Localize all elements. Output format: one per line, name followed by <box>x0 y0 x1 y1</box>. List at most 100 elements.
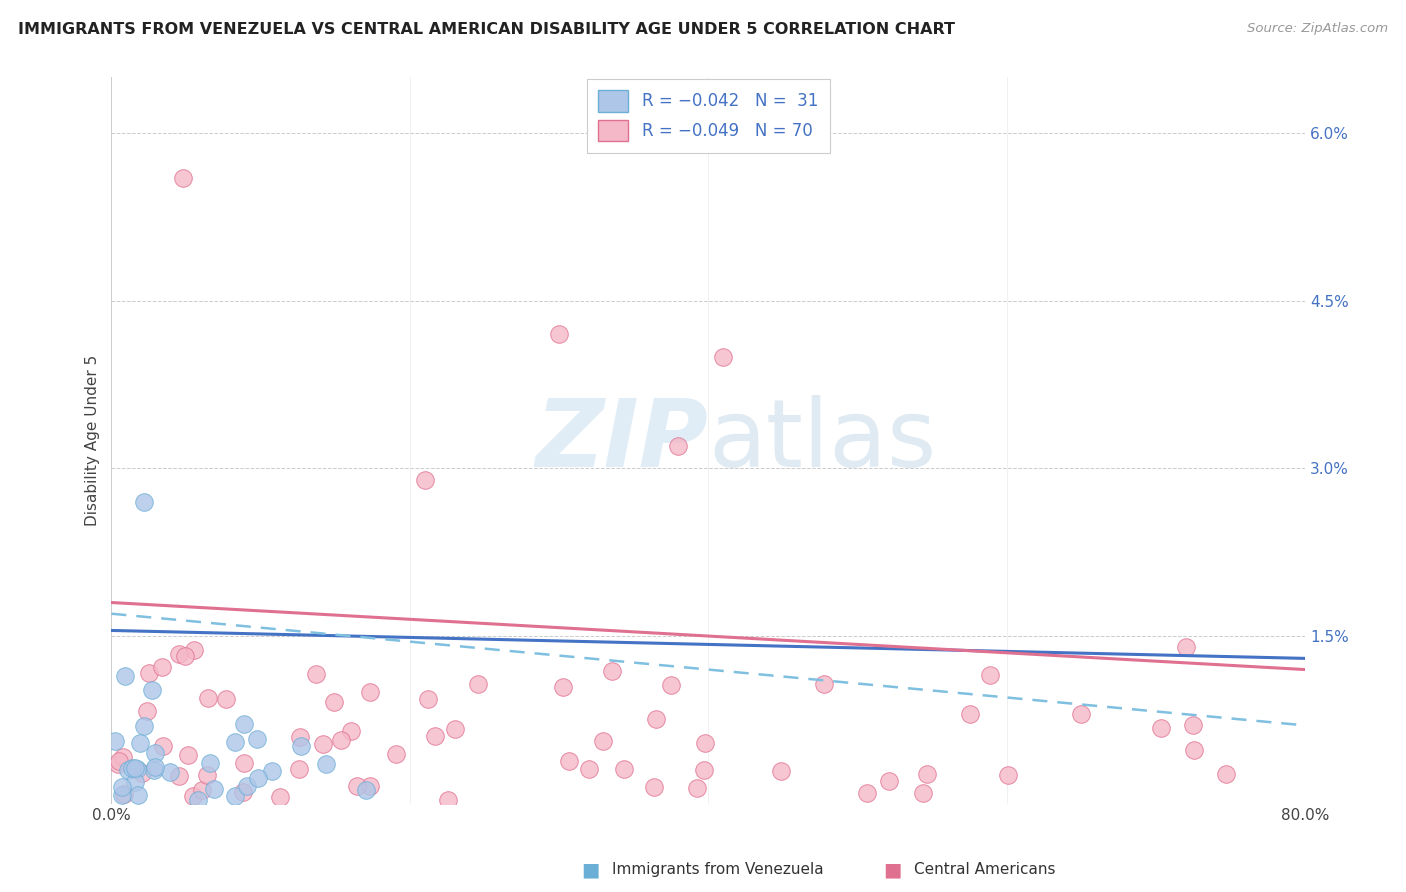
Point <box>1070 707 1092 722</box>
Point <box>693 763 716 777</box>
Point <box>114 669 136 683</box>
Point <box>246 731 269 746</box>
Point <box>912 786 935 800</box>
Point <box>997 768 1019 782</box>
Point <box>311 737 333 751</box>
Point <box>143 747 166 761</box>
Text: Central Americans: Central Americans <box>914 863 1056 877</box>
Point <box>191 783 214 797</box>
Point <box>322 695 344 709</box>
Point <box>315 757 337 772</box>
Point <box>107 754 129 768</box>
Point <box>246 771 269 785</box>
Point <box>1150 721 1173 735</box>
Point <box>668 439 690 453</box>
Point <box>613 762 636 776</box>
Point <box>124 761 146 775</box>
Text: IMMIGRANTS FROM VENEZUELA VS CENTRAL AMERICAN DISABILITY AGE UNDER 5 CORRELATION: IMMIGRANTS FROM VENEZUELA VS CENTRAL AME… <box>18 22 955 37</box>
Text: ZIP: ZIP <box>536 394 709 486</box>
Point <box>287 762 309 776</box>
Point <box>134 495 156 509</box>
Point <box>145 760 167 774</box>
Point <box>141 683 163 698</box>
Point <box>202 782 225 797</box>
Point <box>813 677 835 691</box>
Point <box>107 756 129 771</box>
Point <box>548 327 571 342</box>
Text: ■: ■ <box>581 860 600 880</box>
Point <box>346 779 368 793</box>
Point <box>553 680 575 694</box>
Point <box>131 765 153 780</box>
Point <box>111 789 134 803</box>
Point <box>172 171 194 186</box>
Point <box>112 787 135 801</box>
Point <box>121 761 143 775</box>
Point <box>236 780 259 794</box>
Point <box>329 732 352 747</box>
Point <box>592 734 614 748</box>
Point <box>711 350 734 364</box>
Point <box>111 780 134 795</box>
Point <box>359 780 381 794</box>
Point <box>557 754 579 768</box>
Text: ■: ■ <box>883 860 903 880</box>
Point <box>877 773 900 788</box>
Point <box>197 691 219 706</box>
Legend: R = −0.042   N =  31, R = −0.049   N = 70: R = −0.042 N = 31, R = −0.049 N = 70 <box>586 78 830 153</box>
Point <box>215 692 238 706</box>
Point <box>423 729 446 743</box>
Point <box>167 648 190 662</box>
Point <box>855 786 877 800</box>
Point <box>418 692 440 706</box>
Point <box>290 739 312 754</box>
Point <box>467 676 489 690</box>
Point <box>174 648 197 663</box>
Point <box>117 764 139 778</box>
Point <box>979 668 1001 682</box>
Point <box>659 678 682 692</box>
Point <box>124 775 146 789</box>
Point <box>578 762 600 776</box>
Point <box>354 782 377 797</box>
Point <box>198 756 221 770</box>
Point <box>159 765 181 780</box>
Point <box>152 739 174 753</box>
Point <box>915 767 938 781</box>
Point <box>129 736 152 750</box>
Text: Immigrants from Venezuela: Immigrants from Venezuela <box>612 863 824 877</box>
Point <box>232 785 254 799</box>
Point <box>643 780 665 795</box>
Point <box>224 789 246 803</box>
Point <box>686 781 709 796</box>
Point <box>360 685 382 699</box>
Point <box>136 704 159 718</box>
Point <box>127 789 149 803</box>
Point <box>1182 717 1205 731</box>
Point <box>959 706 981 721</box>
Point <box>138 665 160 680</box>
Point <box>1174 640 1197 655</box>
Point <box>340 724 363 739</box>
Point <box>125 762 148 776</box>
Point <box>600 664 623 678</box>
Point <box>305 667 328 681</box>
Point <box>288 731 311 745</box>
Point <box>413 473 436 487</box>
Point <box>181 789 204 804</box>
Point <box>187 793 209 807</box>
Point <box>177 747 200 762</box>
Text: Source: ZipAtlas.com: Source: ZipAtlas.com <box>1247 22 1388 36</box>
Point <box>770 764 793 778</box>
Point <box>195 767 218 781</box>
Text: atlas: atlas <box>709 394 936 486</box>
Point <box>1215 766 1237 780</box>
Point <box>104 734 127 748</box>
Y-axis label: Disability Age Under 5: Disability Age Under 5 <box>86 355 100 526</box>
Point <box>695 736 717 750</box>
Point <box>384 747 406 761</box>
Point <box>134 719 156 733</box>
Point <box>233 717 256 731</box>
Point <box>262 764 284 779</box>
Point <box>183 642 205 657</box>
